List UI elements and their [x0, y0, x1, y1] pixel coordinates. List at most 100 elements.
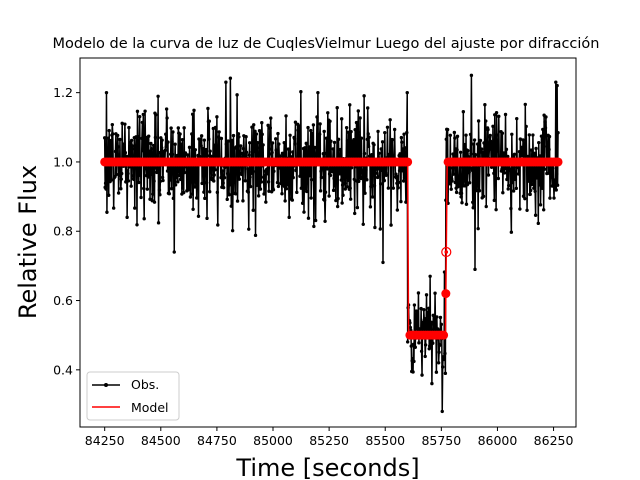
observed-point: [423, 343, 428, 347]
observed-point: [375, 175, 380, 180]
observed-point: [372, 184, 377, 188]
observed-point: [530, 182, 534, 187]
observed-point: [467, 170, 471, 174]
observed-point: [357, 179, 361, 184]
observed-point: [405, 90, 409, 95]
observed-point: [244, 150, 249, 155]
observed-point: [395, 208, 400, 212]
observed-point: [318, 189, 323, 193]
observed-point: [164, 145, 168, 149]
observed-point: [454, 190, 459, 195]
observed-point: [287, 168, 292, 172]
observed-point: [299, 186, 303, 190]
observed-point: [353, 211, 357, 216]
observed-point: [107, 193, 111, 197]
observed-point: [241, 199, 245, 203]
observed-point: [152, 200, 157, 204]
observed-point: [352, 138, 356, 142]
observed-point: [199, 144, 203, 148]
observed-point: [350, 144, 354, 148]
observed-point: [396, 186, 400, 190]
observed-point: [167, 192, 172, 196]
observed-point: [425, 310, 430, 314]
observed-point: [299, 90, 303, 94]
observed-point: [319, 169, 323, 173]
observed-point: [483, 103, 487, 107]
observed-point: [146, 138, 150, 142]
observed-point: [243, 179, 247, 183]
observed-point: [107, 173, 112, 178]
observed-point: [176, 180, 180, 184]
observed-point: [181, 190, 186, 195]
observed-point: [182, 170, 187, 175]
observed-point: [379, 182, 383, 186]
observed-point: [178, 177, 183, 182]
observed-point: [500, 131, 505, 135]
observed-point: [354, 120, 359, 125]
observed-point: [389, 223, 393, 227]
observed-point: [146, 134, 151, 138]
observed-point: [514, 172, 518, 176]
observed-point: [300, 201, 305, 205]
observed-point: [548, 196, 552, 200]
observed-point: [361, 175, 365, 179]
observed-point: [456, 185, 460, 189]
observed-point: [291, 175, 295, 180]
observed-point: [397, 168, 402, 173]
observed-point: [109, 154, 113, 159]
observed-point: [193, 185, 197, 189]
observed-point: [230, 228, 235, 233]
observed-point: [160, 175, 165, 180]
observed-point: [236, 132, 241, 136]
observed-point: [231, 133, 236, 138]
observed-point: [118, 137, 122, 142]
observed-point: [203, 196, 207, 201]
observed-point: [544, 115, 548, 119]
observed-point: [405, 130, 409, 135]
observed-point: [486, 127, 490, 132]
observed-point: [342, 174, 346, 179]
observed-point: [201, 151, 205, 155]
observed-point: [481, 194, 486, 199]
observed-point: [346, 130, 351, 134]
observed-point: [254, 132, 259, 136]
observed-point: [199, 137, 203, 141]
observed-point: [308, 150, 312, 155]
observed-point: [250, 125, 254, 129]
observed-point: [438, 343, 442, 347]
observed-point: [508, 167, 513, 171]
observed-point: [260, 121, 264, 125]
observed-point: [326, 147, 330, 151]
observed-point: [394, 172, 398, 176]
observed-point: [453, 180, 457, 185]
observed-point: [533, 213, 538, 217]
observed-point: [430, 381, 434, 386]
observed-point: [399, 135, 404, 140]
observed-point: [186, 153, 190, 157]
observed-point: [339, 117, 344, 121]
observed-point: [401, 179, 406, 183]
observed-point: [469, 73, 474, 78]
observed-point: [200, 146, 205, 151]
observed-point: [175, 153, 180, 158]
observed-point: [391, 186, 396, 190]
observed-point: [272, 169, 276, 173]
observed-point: [411, 370, 415, 374]
observed-point: [464, 202, 469, 206]
observed-point: [309, 196, 313, 200]
observed-point: [334, 198, 338, 203]
observed-point: [135, 109, 140, 114]
observed-point: [227, 193, 231, 197]
chart-title: Modelo de la curva de luz de CuqlesVielm…: [53, 36, 600, 52]
observed-point: [384, 173, 388, 178]
observed-point: [325, 167, 330, 171]
observed-point: [123, 122, 127, 126]
observed-point: [194, 171, 198, 175]
observed-point: [262, 192, 266, 196]
observed-point: [457, 182, 461, 186]
observed-point: [448, 133, 453, 138]
model-point: [553, 157, 563, 167]
observed-point: [358, 116, 362, 120]
observed-point: [399, 199, 403, 204]
observed-point: [530, 176, 535, 181]
